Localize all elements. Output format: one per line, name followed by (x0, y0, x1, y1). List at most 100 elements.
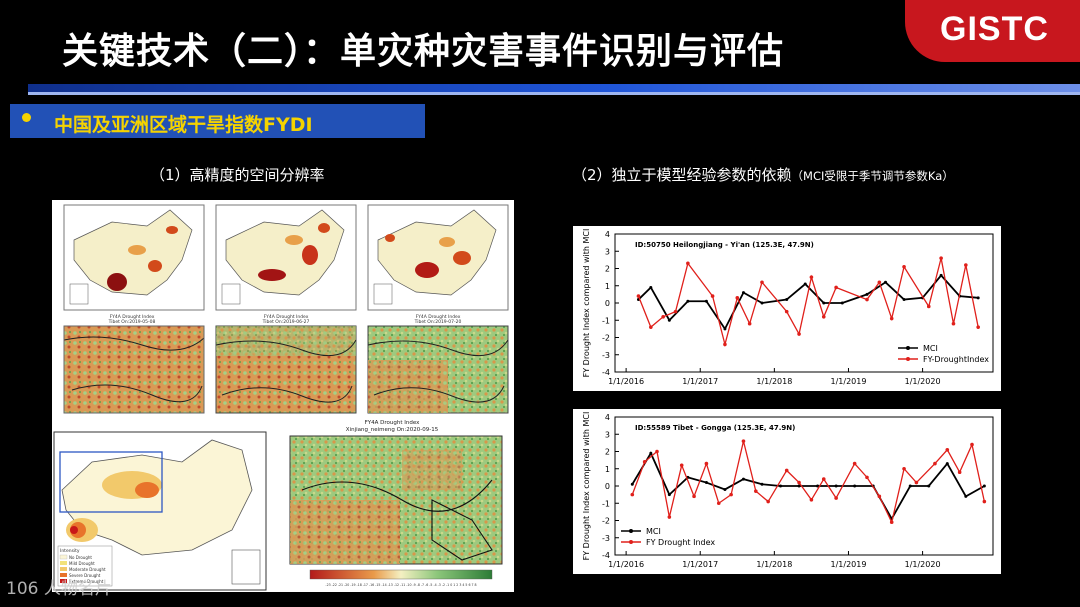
data-point (957, 470, 962, 474)
data-point (667, 515, 672, 519)
data-point (735, 296, 740, 300)
data-point (754, 489, 758, 493)
data-point (964, 263, 968, 267)
series-line-mci (637, 274, 979, 331)
x-tick-label: 1/1/2017 (682, 560, 718, 569)
title-divider-highlight (28, 92, 1080, 95)
y-tick-label: 4 (605, 413, 610, 422)
data-point (902, 264, 906, 269)
data-point (741, 439, 746, 443)
data-point (741, 477, 745, 481)
data-point (649, 325, 653, 329)
data-point (729, 492, 733, 497)
xinjiang-detail-map: FY4A Drought Index Xinjiang_neimeng On:2… (289, 420, 503, 587)
legend-marker (906, 346, 910, 350)
data-point (704, 481, 708, 485)
tibet-map-2 (215, 325, 357, 414)
title-bar (0, 0, 1080, 88)
chart-panel-bottom: -4 -3 -2 -1 0 1 2 3 4 1/1/2016 1/1/2017 1/1/2018 1/1… (573, 409, 1001, 574)
y-tick-label: 1 (605, 465, 610, 474)
legend-item-1: No Drought (69, 555, 92, 560)
legend-title: Intensity (60, 548, 80, 554)
data-point (982, 499, 987, 504)
data-point (704, 461, 709, 466)
data-point (809, 275, 814, 279)
data-point (889, 316, 894, 321)
data-point (852, 461, 857, 466)
y-tick-label: 0 (605, 299, 610, 308)
y-tick-label: -1 (602, 316, 610, 325)
y-tick-label: -2 (602, 517, 610, 526)
data-point (760, 280, 764, 285)
chart-heilongjiang: -4 -3 -2 -1 0 1 2 3 4 1/1/2016 1/1/2017 1/1/2018 1/1… (582, 229, 994, 386)
data-point (655, 449, 659, 454)
data-point (630, 492, 635, 497)
chart-panel-top: -4 -3 -2 -1 0 1 2 3 4 1/1/2016 1/1/2017 1/1/2018 1/1… (573, 226, 1001, 391)
caption-left: （1）高精度的空间分辨率 (150, 166, 325, 184)
data-point (970, 442, 974, 447)
y-axis-label: FY Drought Index compared with MCI (582, 412, 591, 561)
data-point (692, 494, 696, 499)
data-point (636, 294, 641, 298)
y-tick-label: 4 (605, 230, 610, 239)
data-point (865, 292, 869, 296)
legend-marker (906, 357, 910, 361)
data-point (704, 299, 708, 303)
chart-tibet: -4 -3 -2 -1 0 1 2 3 4 1/1/2016 1/1/2017 1/1/2018 1/1… (582, 412, 994, 569)
china-xinjiang-map: Intensity No Drought Mild Drought Modera… (53, 431, 267, 591)
data-point (741, 291, 745, 295)
drought-map-figure: FY4A Drought Index Tibet On:2019-05-08 F… (53, 204, 509, 591)
data-point (723, 327, 727, 331)
data-point (667, 493, 671, 497)
caption-right: （2）独立于模型经验参数的依赖（MCI受限于季节调节参数Ka） (572, 164, 954, 185)
title-divider (28, 84, 1080, 92)
data-point (816, 484, 820, 488)
section-heading-bar (10, 104, 425, 138)
map-subtitle-1: Tibet On:2019-05-08 (108, 319, 156, 325)
data-point (797, 480, 801, 485)
colorbar (309, 569, 493, 580)
data-point (902, 298, 906, 302)
data-point (797, 332, 801, 336)
china-map-1 (63, 204, 205, 311)
legend-item-5: Extreme Drought (69, 579, 104, 584)
data-point (834, 484, 838, 488)
data-point (865, 297, 869, 302)
data-point (933, 461, 937, 466)
data-point (822, 301, 826, 305)
legend-marker (629, 529, 633, 533)
drought-map-panel: FY4A Drought Index Tibet On:2019-05-08 F… (52, 200, 514, 592)
detail-map-title: FY4A Drought Index (365, 420, 421, 426)
legend-label: MCI (923, 344, 938, 353)
y-tick-label: 3 (605, 430, 610, 439)
data-point (630, 482, 634, 486)
y-tick-label: -3 (602, 351, 610, 360)
data-point (649, 285, 653, 289)
x-tick-label: 1/1/2020 (905, 560, 941, 569)
data-point (760, 482, 764, 486)
data-point (976, 325, 980, 329)
tibet-map-1 (63, 325, 205, 414)
logo-plate (905, 0, 1080, 62)
data-point (784, 468, 789, 473)
x-tick-label: 1/1/2016 (608, 560, 644, 569)
data-point (877, 280, 882, 285)
y-tick-label: -4 (602, 368, 610, 377)
series-line-mci (631, 451, 985, 521)
x-tick-label: 1/1/2016 (608, 377, 644, 386)
data-point (723, 342, 727, 347)
data-point (649, 451, 653, 455)
data-point (686, 261, 690, 266)
data-point (723, 487, 727, 491)
map-subtitle-2: Tibet On:2019-06-27 (262, 319, 310, 325)
data-point (902, 466, 906, 471)
map-legend: Intensity No Drought Mild Drought Modera… (57, 545, 113, 587)
section-heading: 中国及亚洲区域干旱指数FYDI (54, 114, 313, 136)
data-point (785, 298, 789, 302)
map-title-1: FY4A Drought Index (110, 314, 155, 320)
legend-item-4: Severe Drought (69, 573, 101, 578)
map-subtitle-3: Tibet On:2019-07-20 (414, 319, 462, 325)
data-point (951, 321, 956, 326)
bullet-dot-icon (22, 113, 31, 122)
data-point (716, 501, 721, 506)
